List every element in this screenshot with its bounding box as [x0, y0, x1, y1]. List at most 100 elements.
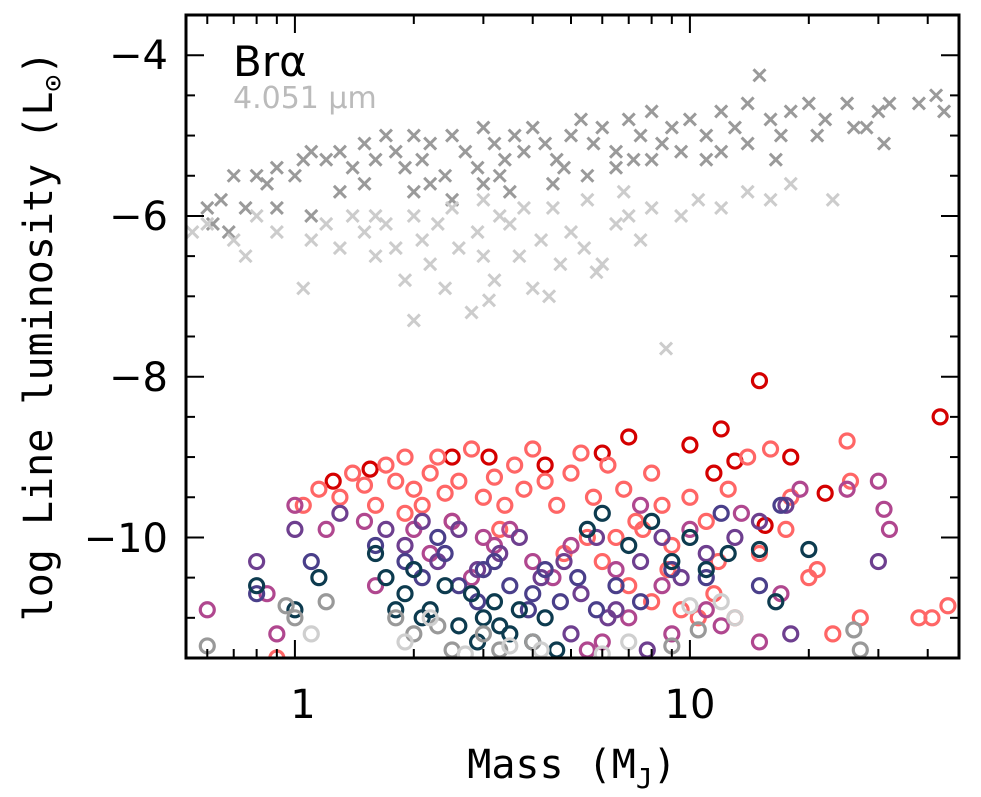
- data-point-circle: [726, 528, 744, 547]
- data-point-cross: [773, 128, 788, 143]
- data-point-circle: [800, 540, 818, 559]
- data-point-circle: [450, 520, 468, 539]
- data-point-circle: [562, 536, 580, 555]
- data-point-cross: [840, 96, 855, 111]
- data-point-circle: [761, 440, 780, 458]
- data-point-circle: [923, 609, 941, 627]
- data-point-circle: [569, 569, 587, 587]
- data-point-circle: [396, 504, 414, 522]
- data-point-circle: [286, 496, 304, 514]
- data-point-circle: [421, 464, 439, 482]
- data-point-cross: [497, 152, 512, 167]
- data-point-cross: [357, 176, 372, 191]
- data-point-cross: [445, 128, 460, 143]
- data-point-circle: [838, 480, 856, 498]
- data-point-circle: [681, 436, 699, 454]
- data-point-cross: [406, 208, 421, 223]
- data-point-cross: [810, 128, 825, 143]
- data-point-cross: [259, 176, 275, 191]
- data-point-cross: [332, 241, 347, 256]
- data-point-circle: [739, 448, 757, 466]
- data-point-circle: [705, 464, 723, 482]
- data-point-circle: [480, 448, 498, 466]
- data-point-circle: [198, 601, 216, 619]
- y-tick-label-minus-4: −4: [109, 33, 168, 79]
- data-point-cross: [406, 184, 421, 199]
- data-point-circle: [355, 476, 374, 494]
- axis-ticks: [186, 15, 959, 658]
- data-point-circle: [286, 520, 304, 539]
- data-point-circle: [510, 528, 528, 547]
- data-point-cross: [378, 128, 393, 143]
- data-point-cross: [238, 249, 253, 264]
- data-point-cross: [783, 104, 798, 119]
- data-point-cross: [882, 96, 897, 111]
- data-point-circle: [732, 504, 750, 522]
- data-point-circle: [599, 609, 617, 627]
- data-point-cross: [345, 208, 360, 223]
- data-point-cross: [332, 184, 347, 199]
- data-point-circle: [429, 448, 447, 466]
- data-point-circle: [777, 520, 795, 539]
- data-point-circle: [851, 641, 869, 658]
- data-point-circle: [672, 601, 690, 619]
- data-point-circle: [377, 569, 395, 587]
- x-tick-label-10: 10: [665, 682, 716, 728]
- data-point-cross: [458, 144, 473, 159]
- data-point-circle: [405, 480, 423, 498]
- data-point-cross: [205, 216, 220, 232]
- data-point-cross: [752, 68, 767, 83]
- data-point-cross: [415, 232, 430, 248]
- x-axis-title-close: ): [653, 742, 677, 788]
- data-point-circle: [719, 544, 737, 563]
- data-point-circle: [474, 560, 492, 579]
- data-point-cross: [415, 152, 430, 167]
- data-point-circle: [302, 552, 320, 571]
- data-point-circle: [663, 560, 681, 579]
- data-point-cross: [871, 104, 886, 119]
- data-point-circle: [248, 585, 266, 603]
- data-point-cross: [633, 128, 648, 143]
- data-point-cross: [595, 257, 610, 272]
- data-point-circle: [620, 609, 638, 627]
- data-point-circle: [572, 444, 590, 462]
- data-point-circle: [462, 585, 481, 603]
- data-point-cross: [654, 136, 670, 151]
- data-point-circle: [697, 560, 715, 579]
- data-point-circle: [268, 625, 286, 643]
- data-point-cross: [768, 152, 783, 167]
- data-point-circle: [377, 456, 395, 474]
- data-point-cross: [563, 128, 579, 143]
- data-point-circle: [663, 625, 681, 643]
- annotation-line-name: Brα: [233, 37, 307, 86]
- data-point-cross: [406, 313, 421, 328]
- data-point-circle: [396, 585, 414, 603]
- data-point-circle: [405, 560, 423, 579]
- data-point-cross: [727, 120, 742, 135]
- data-point-cross: [476, 176, 491, 191]
- data-point-cross: [859, 120, 874, 135]
- data-point-circle: [387, 472, 405, 490]
- data-point-cross: [580, 192, 595, 207]
- data-point-cross: [476, 249, 491, 264]
- y-axis-title-close: ): [16, 51, 62, 75]
- data-point-circle: [578, 520, 596, 539]
- data-point-cross: [608, 216, 624, 232]
- data-point-circle: [578, 641, 596, 658]
- data-point-cross: [563, 224, 579, 240]
- data-point-cross: [577, 241, 592, 256]
- data-point-cross: [658, 341, 674, 356]
- data-point-circle: [643, 464, 661, 482]
- data-point-cross: [438, 168, 453, 183]
- data-point-circle: [496, 496, 514, 514]
- data-point-circle: [501, 637, 519, 655]
- data-point-circle: [782, 625, 800, 643]
- data-point-circle: [838, 432, 856, 450]
- data-point-circle: [536, 609, 554, 627]
- data-point-circle: [468, 560, 487, 579]
- data-point-circle: [816, 484, 834, 502]
- data-point-cross: [525, 120, 540, 135]
- data-point-cross: [664, 120, 679, 135]
- data-point-circle: [593, 645, 611, 658]
- data-point-cross: [740, 184, 755, 199]
